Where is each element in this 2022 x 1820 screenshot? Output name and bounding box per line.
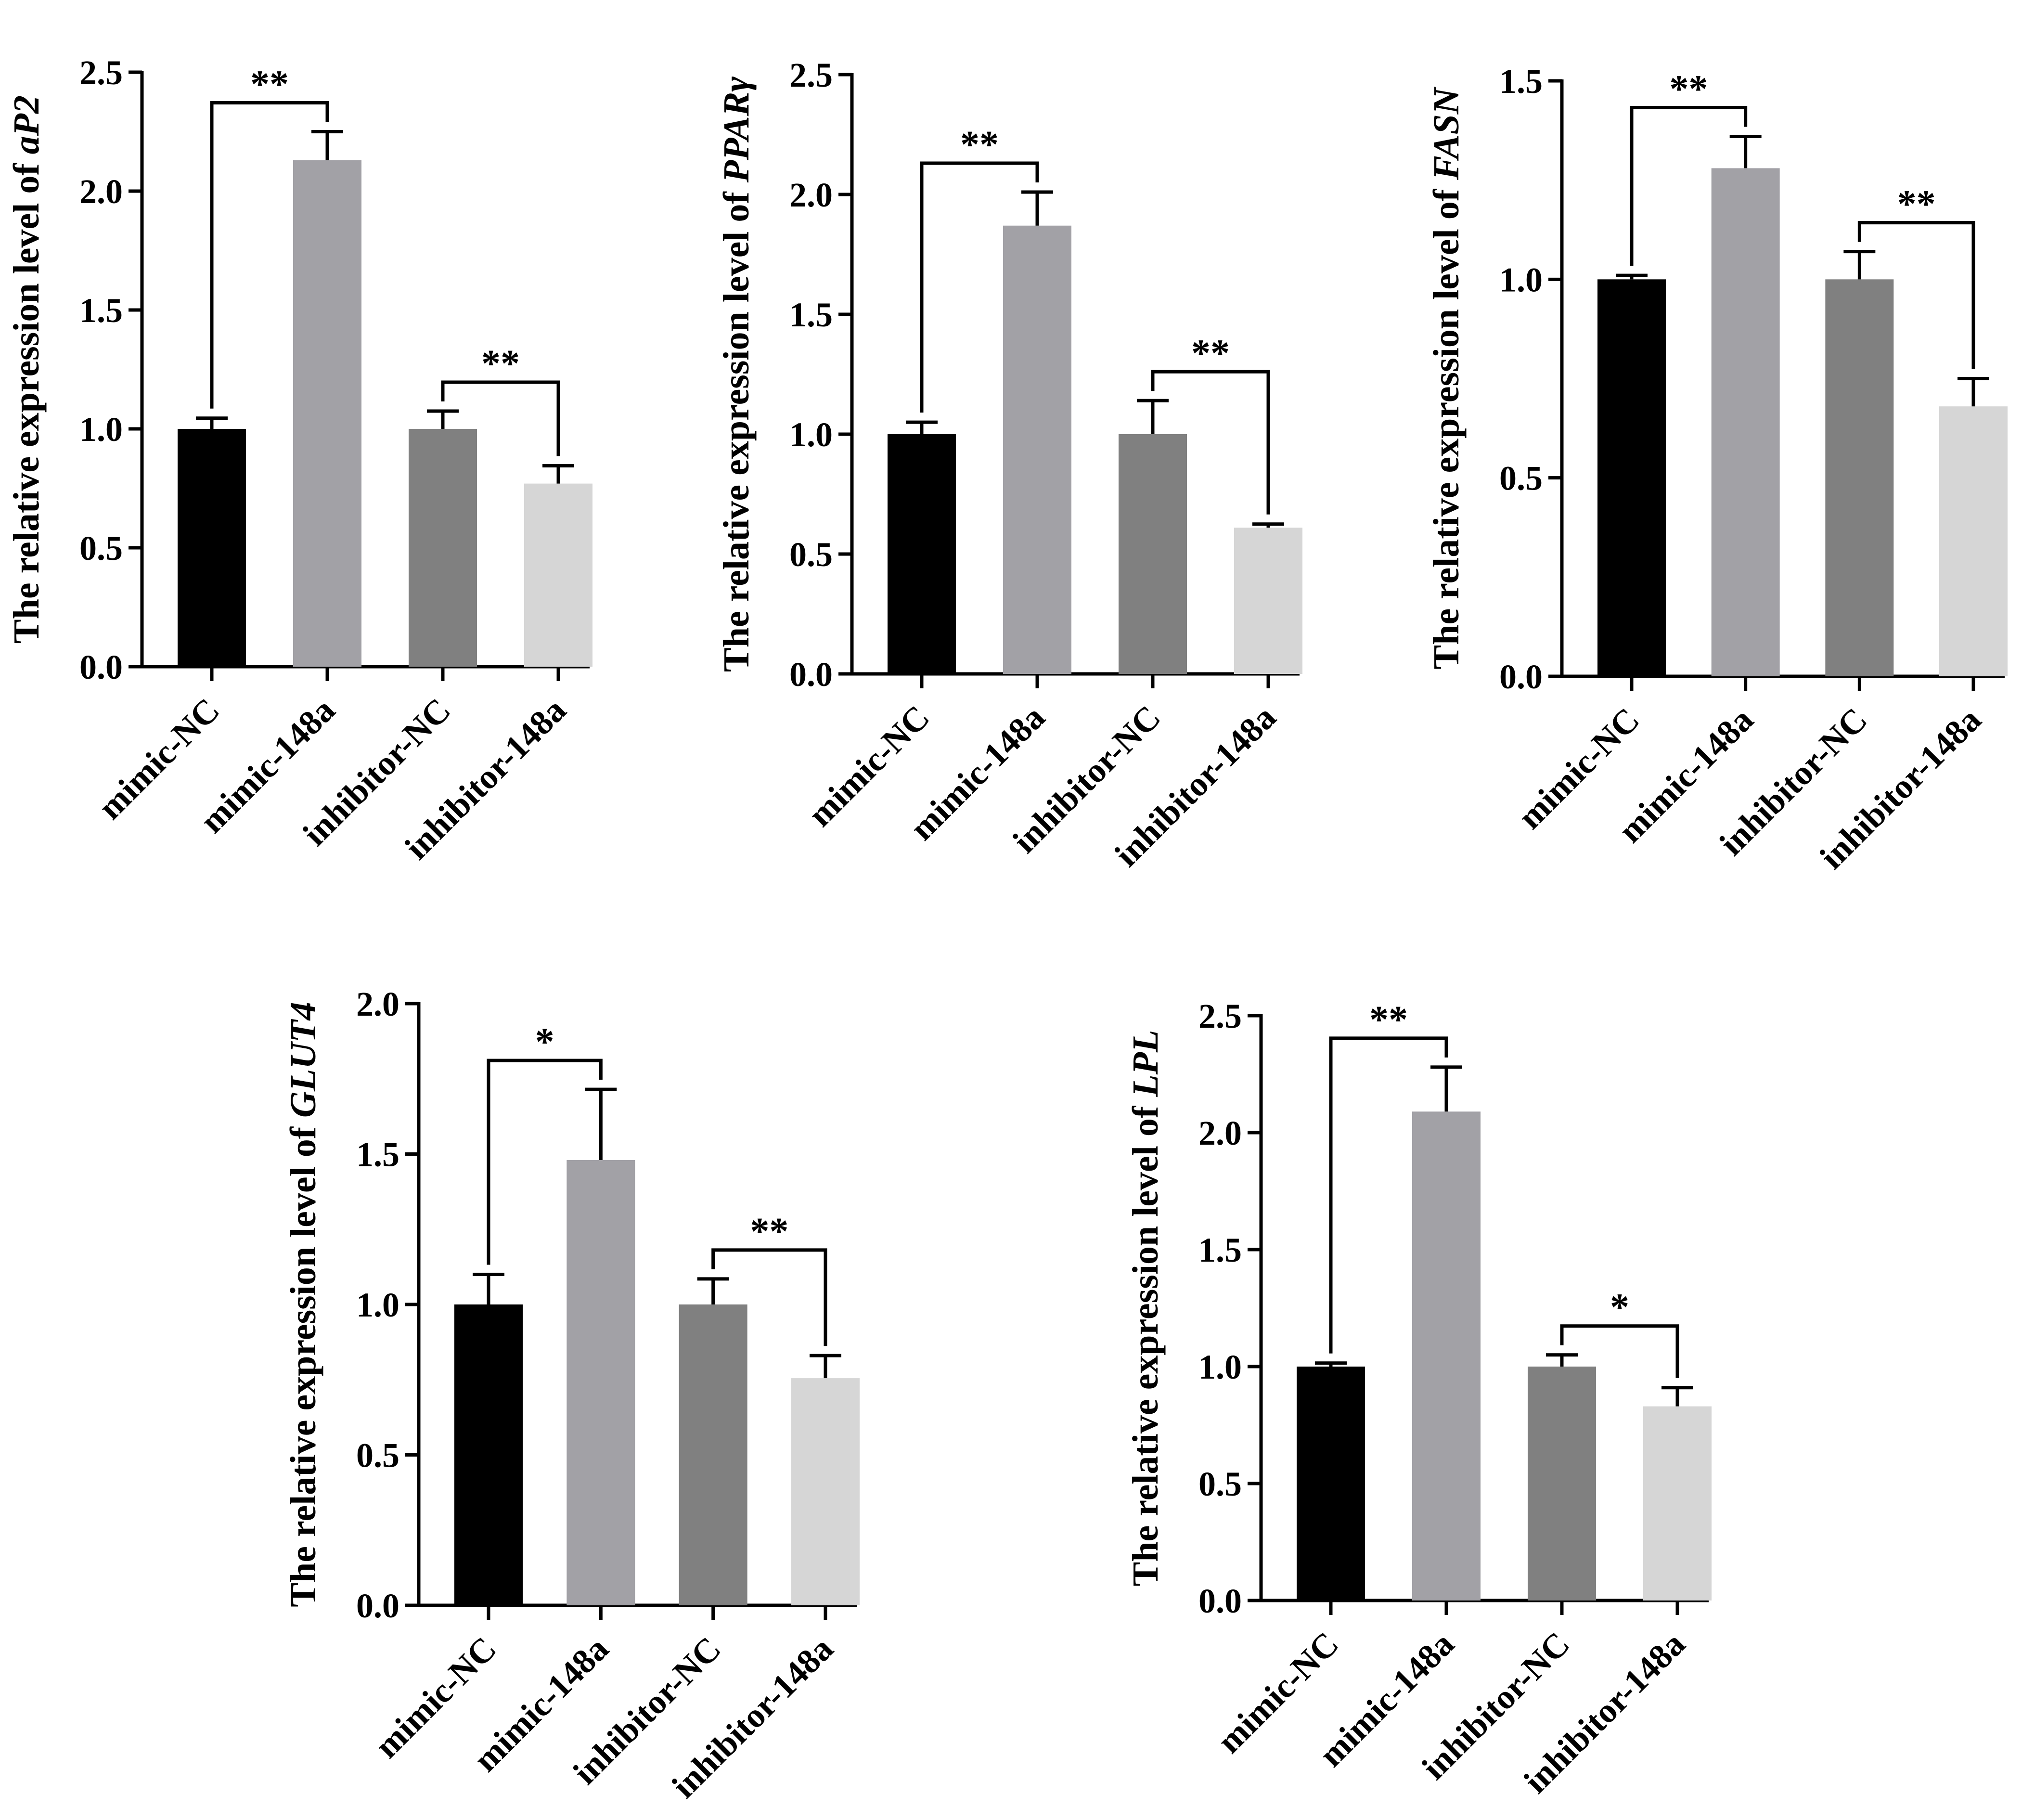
y-tick-label: 0.0 [79,648,123,686]
y-axis-title: The relative expression level of PPARγ [716,77,757,672]
significance-label: ** [481,343,520,385]
y-axis-title-prefix: The relative expression level of [6,154,47,644]
bar [524,483,592,667]
bar [1643,1406,1712,1601]
significance-bracket [1630,105,1748,266]
significance-label: ** [250,64,289,106]
y-tick-label: 1.5 [789,296,833,334]
y-axis-title-gene: PPARγ [716,77,757,183]
bar [888,434,956,674]
significance-bracket [920,161,1039,413]
bar [567,1160,635,1605]
bar [1119,434,1187,674]
y-axis-title-gene: LPL [1125,1030,1166,1097]
y-tick-label: 0.5 [356,1436,399,1475]
y-axis-title-gene: FASN [1426,86,1467,181]
y-tick-label: 1.5 [1499,62,1543,101]
bar [1003,225,1071,674]
bar [679,1304,747,1605]
y-tick-label: 1.5 [1198,1231,1242,1269]
chart-ppar-gamma: 0.0 0.5 1.0 1.5 2.0 2.5 The relative expressio… [716,56,1302,874]
y-tick-label: 1.5 [356,1136,399,1174]
bar [791,1378,860,1605]
y-tick-label: 0.5 [1198,1465,1242,1503]
significance-label: ** [1669,68,1708,110]
bar [1825,279,1894,676]
y-tick-label: 0.0 [1198,1582,1242,1620]
y-tick-label: 1.5 [79,291,123,330]
significance-label: ** [750,1211,788,1253]
y-tick-label: 2.5 [789,56,833,94]
y-tick-label: 1.0 [79,410,123,449]
chart-ap2: 0.0 0.5 1.0 1.5 2.0 2.5 The relative expressio… [6,53,592,867]
y-axis-title-gene: GLUT4 [283,1002,323,1118]
y-axis-title: The relative expression level of LPL [1125,1030,1166,1587]
y-axis-title: The relative expression level of aP2 [6,95,47,644]
y-tick-label: 0.5 [789,535,833,574]
y-tick-label: 2.0 [789,176,833,214]
y-tick-label: 2.5 [1198,997,1242,1035]
y-tick-label: 0.5 [1499,459,1543,498]
bar [1711,168,1780,677]
bar [1528,1367,1596,1601]
y-axis-title-gene: aP2 [6,95,47,154]
y-tick-label: 0.0 [789,655,833,694]
y-tick-label: 1.0 [1499,260,1543,299]
chart-fasn: 0.0 0.5 1.0 1.5 The relative expression leve… [1426,62,2008,877]
y-axis-title: The relative expression level of GLUT4 [283,1002,323,1607]
significance-bracket [487,1058,603,1265]
chart-glut4: 0.0 0.5 1.0 1.5 2.0 The relative expression l… [283,985,860,1806]
significance-label: * [535,1021,554,1063]
y-tick-label: 2.0 [356,985,399,1023]
y-tick-label: 1.0 [789,415,833,454]
significance-label: ** [960,124,999,166]
bar [1297,1367,1365,1601]
y-tick-label: 2.5 [79,53,123,92]
bar [1412,1111,1481,1601]
significance-bracket [711,1248,827,1346]
significance-bracket [210,101,329,409]
significance-label: ** [1897,183,1936,226]
y-axis-title: The relative expression level of FASN [1426,86,1467,669]
significance-label: * [1610,1287,1629,1329]
bar [1234,528,1302,674]
significance-bracket [1329,1036,1448,1354]
bar [409,429,477,667]
significance-bracket [1560,1324,1679,1378]
significance-label: ** [1369,999,1408,1041]
y-tick-label: 0.0 [1499,658,1543,696]
y-tick-label: 0.0 [356,1587,399,1625]
significance-label: ** [1191,332,1230,374]
y-tick-label: 1.0 [356,1286,399,1324]
chart-lpl: 0.0 0.5 1.0 1.5 2.0 2.5 The relative expressio… [1125,997,1712,1801]
y-tick-label: 0.5 [79,529,123,568]
significance-bracket [441,380,560,456]
significance-bracket [1857,221,1975,369]
bar [178,429,246,667]
bar [454,1304,523,1605]
y-axis-title-prefix: The relative expression level of [1426,180,1467,670]
y-axis-title-prefix: The relative expression level of [1125,1097,1166,1587]
y-tick-label: 1.0 [1198,1348,1242,1386]
y-axis-title-prefix: The relative expression level of [716,182,757,672]
y-tick-label: 2.0 [79,172,123,211]
bar [293,160,361,667]
significance-bracket [1151,370,1270,515]
bar [1597,279,1666,676]
y-tick-label: 2.0 [1198,1114,1242,1152]
y-axis-title-prefix: The relative expression level of [283,1118,323,1607]
bar [1939,406,2008,676]
